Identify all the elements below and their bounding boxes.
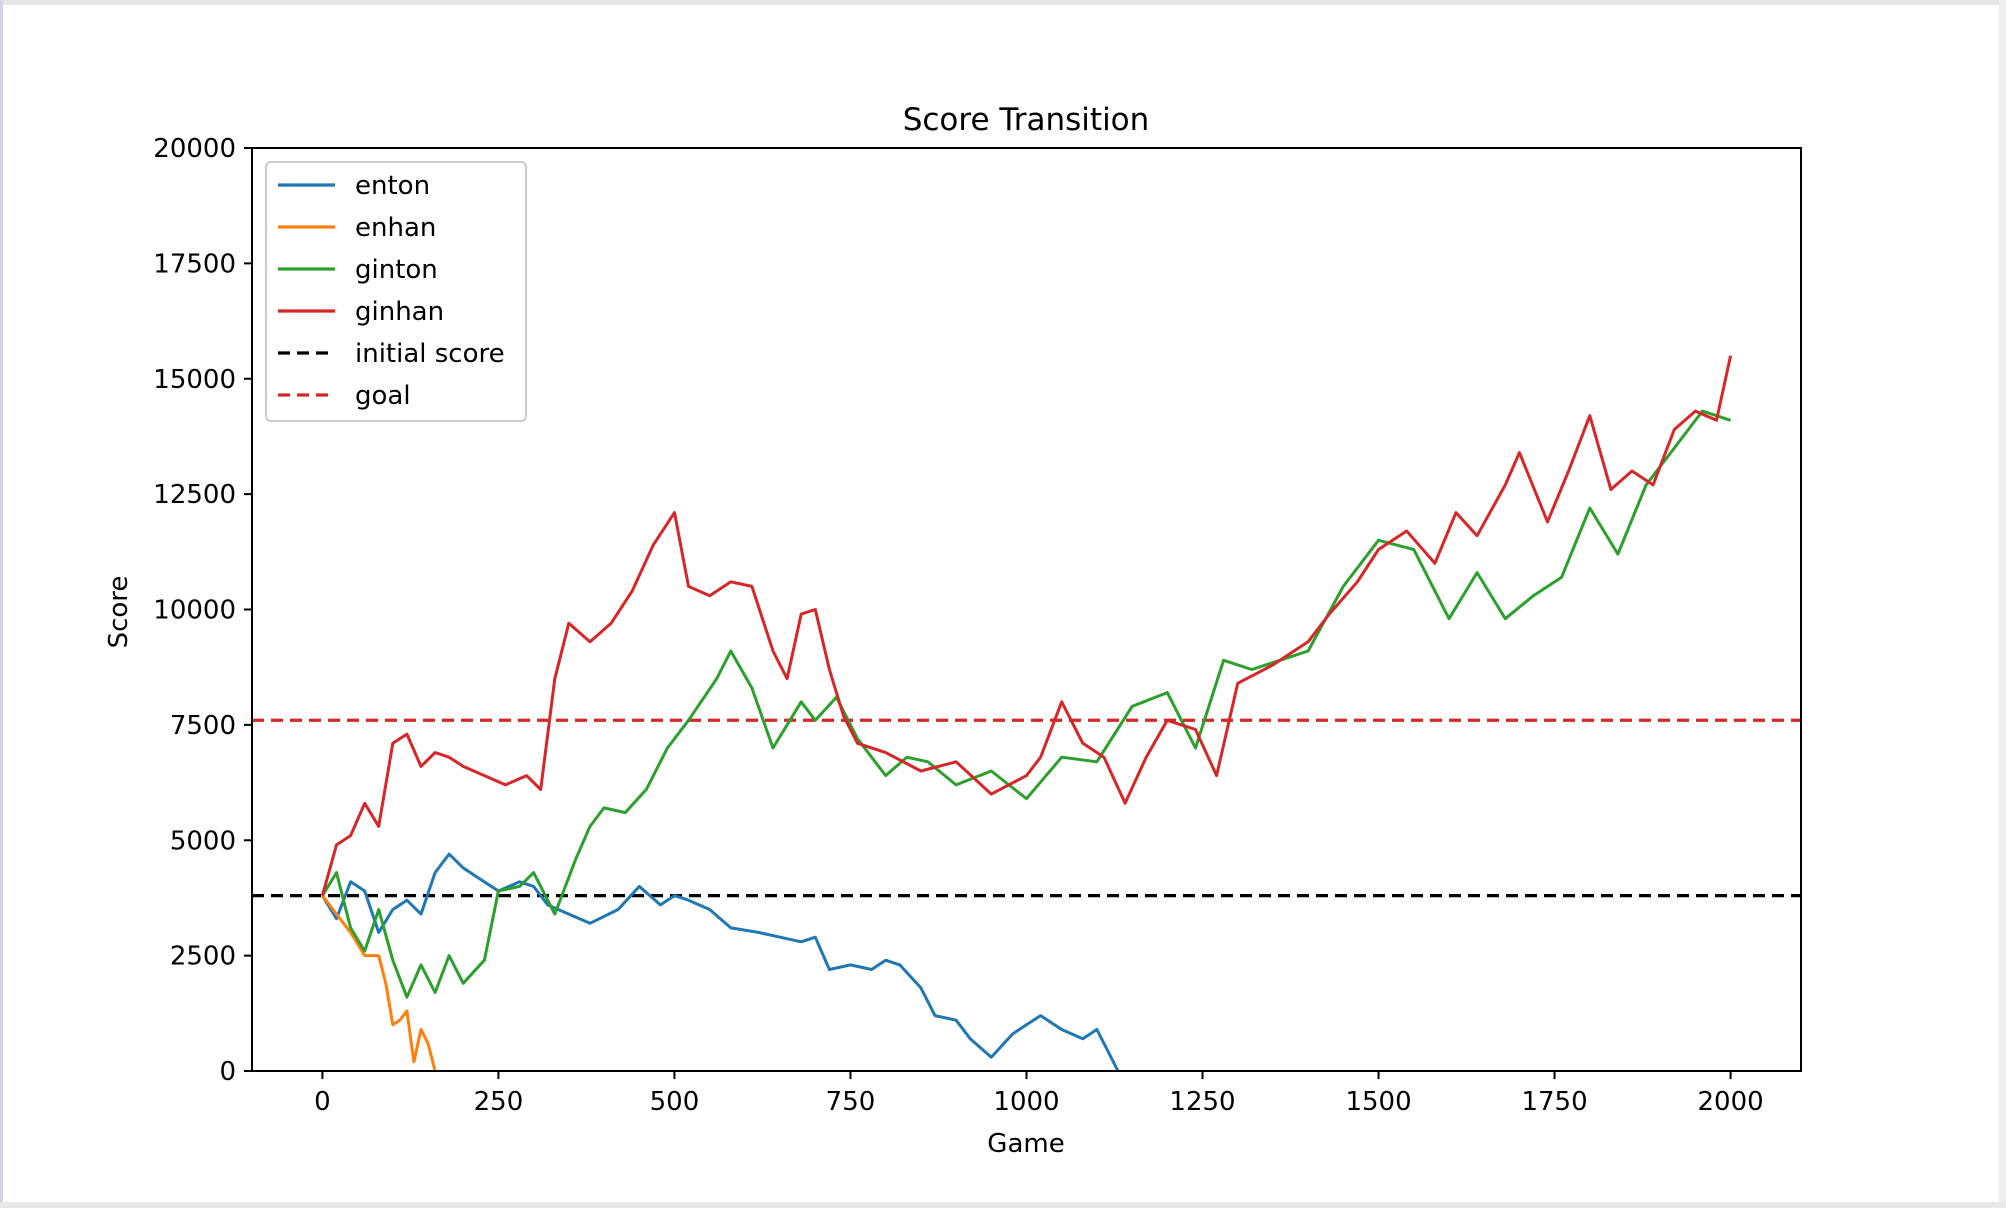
window-edge-bottom xyxy=(0,1202,2006,1208)
x-tick-label: 1000 xyxy=(993,1087,1059,1117)
window-edge-left xyxy=(0,0,3,1208)
y-tick-label: 15000 xyxy=(153,365,236,395)
x-tick-label: 0 xyxy=(314,1087,331,1117)
legend-label-enhan: enhan xyxy=(355,213,436,243)
series-line-enhan xyxy=(321,894,437,1071)
legend: enton enhan ginton ginhan initial score goal xyxy=(265,161,527,422)
x-tick-label: 750 xyxy=(826,1087,876,1117)
legend-label-initial-score: initial score xyxy=(355,339,505,369)
x-tick-label: 250 xyxy=(474,1087,524,1117)
y-axis-ticks: 0 2500 5000 7500 10000 12500 15000 17500 20000 xyxy=(153,134,252,1087)
legend-label-ginton: ginton xyxy=(355,255,438,285)
x-tick-label: 500 xyxy=(650,1087,700,1117)
x-axis-ticks: 0 250 500 750 1000 1250 1500 1750 2000 xyxy=(314,1071,1764,1117)
legend-label-enton: enton xyxy=(355,171,430,201)
y-tick-label: 5000 xyxy=(170,826,236,856)
y-axis-label: Score xyxy=(104,576,134,649)
x-tick-label: 1750 xyxy=(1521,1087,1587,1117)
series-lines xyxy=(320,355,1733,1071)
x-tick-label: 1250 xyxy=(1169,1087,1235,1117)
chart-title: Score Transition xyxy=(903,102,1150,138)
y-tick-label: 17500 xyxy=(153,249,236,279)
y-tick-label: 12500 xyxy=(153,480,236,510)
x-tick-label: 2000 xyxy=(1698,1087,1764,1117)
window-edge-right xyxy=(1999,0,2006,1208)
legend-label-goal: goal xyxy=(355,381,411,411)
series-line-ginton xyxy=(321,409,1732,999)
y-tick-label: 7500 xyxy=(170,711,236,741)
x-tick-label: 1500 xyxy=(1345,1087,1411,1117)
x-axis-label: Game xyxy=(987,1129,1064,1159)
y-tick-label: 20000 xyxy=(153,134,236,164)
series-line-ginhan xyxy=(320,355,1733,897)
y-tick-label: 10000 xyxy=(153,596,236,626)
window-edge-top xyxy=(0,0,2006,5)
y-tick-label: 2500 xyxy=(170,942,236,972)
legend-label-ginhan: ginhan xyxy=(355,297,444,327)
reference-lines xyxy=(252,718,1801,898)
y-tick-label: 0 xyxy=(219,1057,236,1087)
series-line-enton xyxy=(321,852,1120,1071)
